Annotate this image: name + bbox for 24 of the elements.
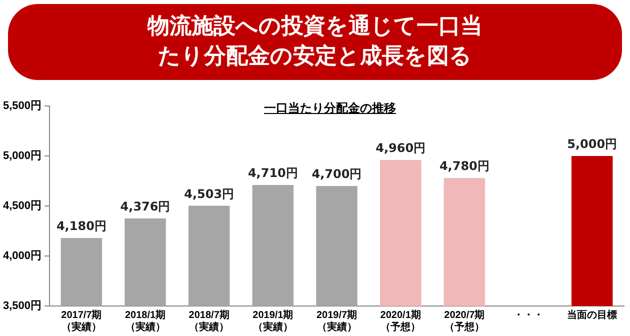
data-label: 4,376円 — [120, 200, 170, 214]
data-label: 4,710円 — [248, 166, 298, 180]
x-tick-label: 2019/7期（実績） — [316, 308, 358, 333]
x-tick-label: 2018/7期（実績） — [188, 308, 230, 333]
chart-subtitle: 一口当たり分配金の推移 — [263, 100, 397, 117]
chart-title: 物流施設への投資を通じて一口当たり分配金の安定と成長を図る — [8, 4, 622, 80]
data-label: 4,180円 — [56, 219, 106, 234]
data-label: 4,700円 — [312, 167, 362, 182]
x-tick-label: ・・・ — [513, 310, 544, 321]
data-label: 4,780円 — [439, 159, 490, 174]
x-tick-label: 2018/1期（実績） — [124, 308, 166, 333]
data-label: 5,000円 — [567, 137, 618, 152]
x-tick-label: 当面の目標 — [567, 308, 618, 321]
y-tick-label: 5,500円 — [2, 100, 42, 112]
y-tick-label: 5,000円 — [2, 150, 42, 162]
x-tick-label: 2020/7期（予想） — [444, 308, 485, 333]
data-label: 4,960円 — [376, 141, 426, 156]
y-tick-label: 4,500円 — [2, 200, 42, 212]
y-tick-label: 3,500円 — [2, 300, 42, 312]
y-tick-label: 4,000円 — [2, 250, 42, 262]
x-tick-label: 2020/1期（予想） — [380, 308, 421, 333]
data-label: 4,503円 — [184, 186, 234, 201]
x-tick-label: 2017/7期（実績） — [61, 308, 102, 333]
x-tick-label: 2019/1期（実績） — [252, 308, 294, 333]
